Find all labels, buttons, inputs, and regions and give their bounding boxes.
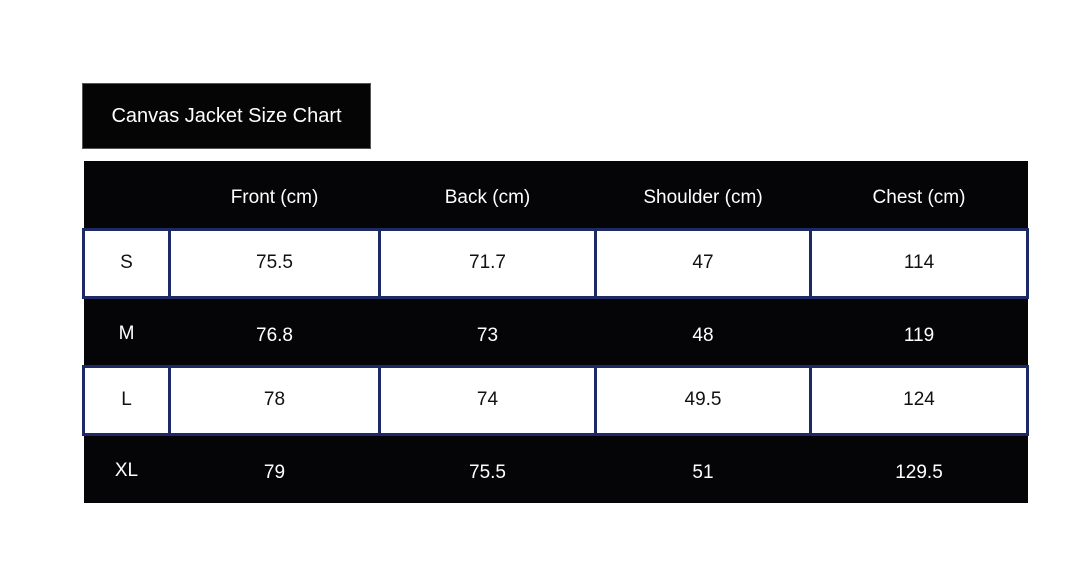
- front-value: 76.8: [256, 324, 293, 346]
- shoulder-value: 47: [594, 227, 812, 299]
- chest-value: 124: [809, 364, 1029, 436]
- table-header-row: Front (cm) Back (cm) Shoulder (cm) Chest…: [83, 161, 1028, 229]
- shoulder-value: 48: [692, 324, 714, 346]
- size-table: Front (cm) Back (cm) Shoulder (cm) Chest…: [82, 161, 1029, 503]
- shoulder-value: 51: [692, 462, 714, 484]
- chest-value: 119: [903, 324, 935, 346]
- back-value: 71.7: [378, 227, 597, 299]
- chest-value: 129.5: [895, 462, 943, 484]
- front-value: 75.5: [168, 227, 381, 299]
- size-chart-title: Canvas Jacket Size Chart: [82, 83, 371, 149]
- size-label: L: [82, 364, 171, 436]
- back-value: 75.5: [469, 462, 506, 484]
- table-row-s: S 75.5 71.7 47 114: [82, 227, 1029, 299]
- front-value: 78: [168, 364, 381, 436]
- header-back: Back (cm): [444, 187, 531, 209]
- size-label: M: [118, 322, 135, 344]
- size-label: S: [82, 227, 171, 299]
- back-value: 73: [476, 324, 499, 346]
- table-row-xl: XL 79 75.5 51 129.5: [83, 434, 1028, 503]
- chest-value: 114: [809, 227, 1029, 299]
- size-label: XL: [114, 459, 139, 481]
- header-shoulder: Shoulder (cm): [643, 187, 763, 209]
- front-value: 79: [263, 462, 286, 484]
- header-size: [84, 161, 170, 229]
- back-value: 74: [378, 364, 597, 436]
- table-row-m: M 76.8 73 48 119: [83, 297, 1028, 366]
- shoulder-value: 49.5: [594, 364, 812, 436]
- header-chest: Chest (cm): [872, 187, 966, 209]
- header-front: Front (cm): [230, 187, 319, 209]
- table-row-l: L 78 74 49.5 124: [82, 364, 1029, 436]
